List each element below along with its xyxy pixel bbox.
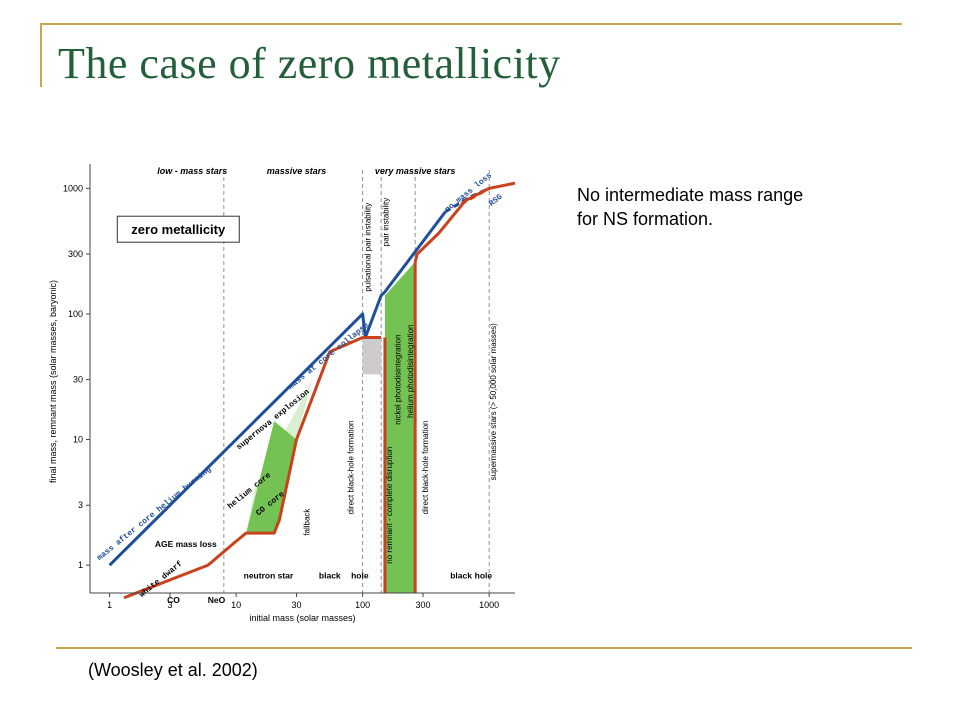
vertical-label: pulsational pair instability [363,203,372,292]
disruption-region [384,261,416,593]
top-label: massive stars [267,166,327,176]
slide-title: The case of zero metallicity [58,39,561,88]
gray-region [362,337,382,375]
zero-metallicity-label: zero metallicity [131,222,226,237]
x-tick-label: 30 [291,600,301,610]
vertical-label: pair instability [381,198,390,246]
x-axis-label: initial mass (solar masses) [249,613,355,623]
fallback-region [246,421,297,534]
region-label: black [450,571,472,581]
co-core-hatch [246,379,313,534]
y-tick-label: 1000 [63,183,83,193]
y-tick-label: 3 [78,500,83,510]
y-tick-label: 100 [68,309,83,319]
region-label: hole [475,571,493,581]
vertical-label: direct black-hole formation [421,420,430,514]
note-line-2: for NS formation. [577,209,714,229]
top-label: low - mass stars [157,166,227,176]
x-tick-label: 100 [355,600,370,610]
vertical-label: fallback [302,508,311,536]
vertical-label: direct black-hole formation [347,420,356,514]
top-label: very massive stars [375,166,456,176]
side-rule [40,23,42,87]
region-label: CO [167,595,180,605]
vertical-label: nickel photodisintegration [394,334,403,424]
region-label: AGE mass loss [155,539,217,549]
chart-labels: zero metallicity low - mass stars massive … [96,166,505,605]
series-final_mass [108,210,447,567]
y-tick-label: 30 [73,375,83,385]
y-tick-label: 10 [73,435,83,445]
vertical-label: supermassive stars (> 50,000 solar masse… [489,323,498,481]
citation: (Woosley et al. 2002) [88,660,258,680]
top-rule [40,23,902,25]
y-tick-label: 1 [78,560,83,570]
vertical-label: no remnant - complete disruption [385,447,394,564]
x-tick-label: 1 [107,600,112,610]
bottom-rule [56,647,912,649]
filled-regions [246,261,416,593]
slide-note: No intermediate mass range for NS format… [577,183,897,231]
region-label: neutron star [244,571,294,581]
y-tick-label: 300 [68,249,83,259]
x-tick-label: 300 [416,600,431,610]
curve-label: white dwarf [138,559,185,599]
zero-metallicity-box [116,215,240,243]
vertical-label: helium photodisintegration [406,325,415,418]
series-remnant_mass_upper [413,181,516,263]
x-tick-label: 1000 [479,600,499,610]
axes: 1 3 10 30 100 300 1000 1 3 10 30 100 300 1000 initial … [48,164,515,623]
region-label: black [319,571,341,581]
y-axis-label: final mass, remnant mass (solar masses, … [48,280,58,483]
note-line-1: No intermediate mass range [577,185,804,205]
curve-label: no mass loss [443,171,494,214]
series-remnant_mass [123,335,382,600]
curves [108,181,516,600]
curve-label: mass at core collapse [287,321,371,392]
x-tick-label: 3 [167,600,172,610]
x-tick-label: 10 [231,600,241,610]
region-label: hole [351,571,369,581]
remnant-mass-figure: 1 3 10 30 100 300 1000 1 3 10 30 100 300 1000 initial … [48,164,516,623]
region-label: NeO [208,595,226,605]
curve-label: RSG [487,193,504,209]
